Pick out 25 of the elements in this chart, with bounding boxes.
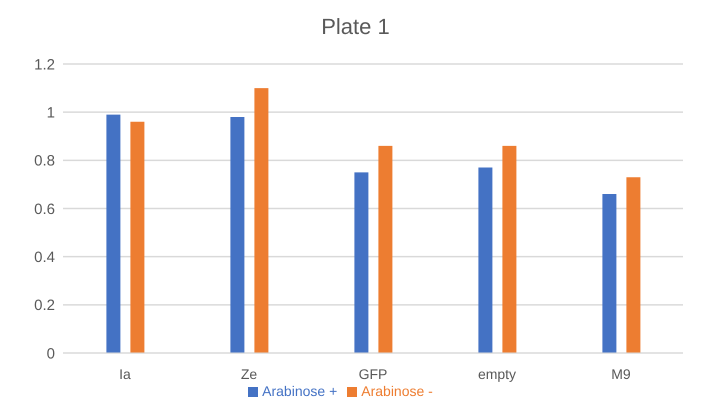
bar [106,114,120,353]
y-tick-label: 1 [46,104,55,122]
y-tick-label: 1.2 [34,56,55,74]
x-tick-label: GFP [358,366,388,382]
y-tick-label: 0.4 [34,248,55,266]
bar [130,122,144,353]
y-tick-label: 0.6 [34,200,55,218]
legend-label: Arabinose + [262,383,338,399]
bar [602,194,616,353]
bar [626,177,640,353]
x-tick-label: Ia [119,366,132,382]
bar [502,146,516,353]
x-tick-label: M9 [611,366,631,382]
x-tick-label: Ze [240,366,258,382]
legend-label: Arabinose - [361,383,433,399]
bar [230,116,244,353]
bar [378,146,392,353]
x-tick-label: empty [478,366,516,382]
bar [478,168,492,353]
chart-title: Plate 1 [320,13,391,41]
bar [254,88,268,353]
y-tick-label: 0.8 [34,152,55,170]
bar [354,172,368,353]
y-tick-label: 0 [46,345,55,362]
y-tick-label: 0.2 [34,297,55,314]
